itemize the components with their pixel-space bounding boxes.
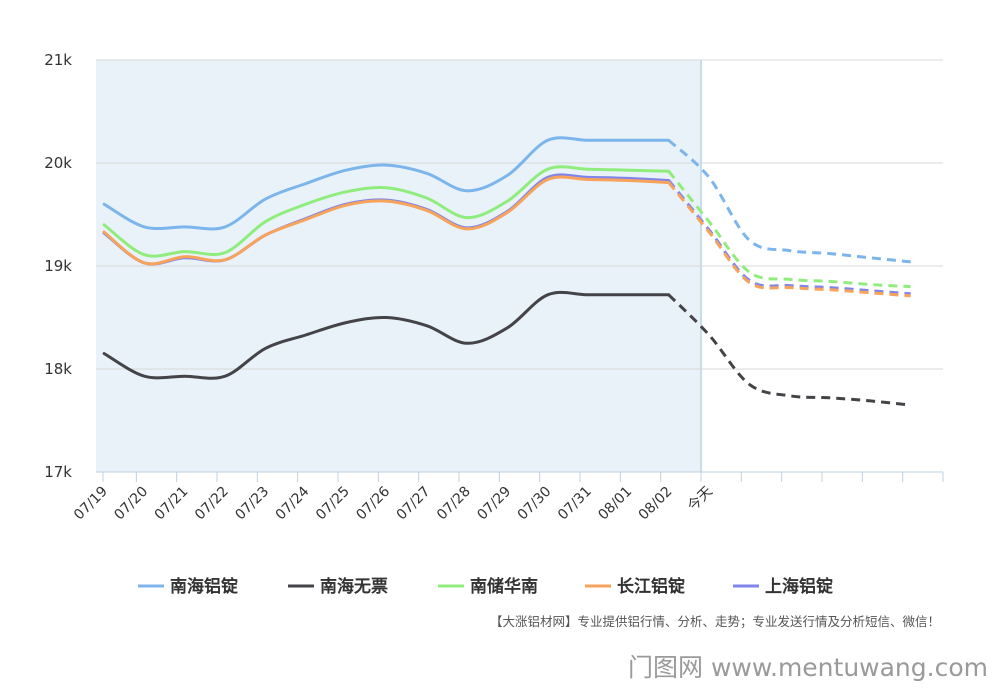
y-tick-label: 18k (44, 360, 72, 378)
series-line-forecast (667, 179, 911, 296)
y-axis: 17k 18k 19k 20k 21k (44, 51, 72, 481)
x-tick-label: 08/01 (595, 484, 635, 524)
series-line (102, 165, 671, 258)
x-tick-label: 07/20 (111, 484, 151, 524)
series-line (102, 136, 671, 231)
series-line-forecast (667, 170, 911, 289)
legend-label: 上海铝锭 (765, 576, 833, 597)
legend-label: 长江铝锭 (617, 576, 685, 597)
y-tick-label: 17k (44, 463, 72, 481)
x-tick-label: 07/27 (394, 484, 434, 524)
x-tick-label: 今天 (685, 484, 716, 515)
x-tick-label: 07/30 (515, 484, 555, 524)
series-line-forecast (667, 293, 911, 407)
legend: 南海铝锭 南海无票 南储华南 长江铝锭 上海铝锭 (138, 576, 833, 597)
series-line-forecast (667, 139, 911, 264)
series-line (102, 290, 671, 380)
site-watermark: 门图网 www.mentuwang.com (628, 653, 988, 682)
x-tick-label: 07/31 (555, 484, 595, 524)
x-tick-label: 07/22 (192, 484, 232, 524)
legend-label: 南海无票 (320, 576, 388, 597)
x-tick-label: 08/02 (636, 484, 676, 524)
series-line (102, 175, 671, 266)
legend-label: 南储华南 (470, 576, 538, 597)
x-tick-label: 07/28 (434, 484, 474, 524)
y-tick-label: 20k (44, 154, 72, 172)
x-tick-label: 07/19 (71, 484, 111, 524)
x-tick-label: 07/26 (353, 483, 393, 523)
x-tick-label: 07/25 (313, 484, 353, 524)
series-line-forecast (667, 181, 911, 298)
x-tick-label: 07/29 (474, 484, 514, 524)
legend-label: 南海铝锭 (170, 576, 238, 597)
series-lines (102, 136, 911, 407)
x-tick-label: 07/24 (273, 483, 313, 523)
footnote: 【大涨铝材网】专业提供铝行情、分析、走势；专业发送行情及分析短信、微信！ (489, 614, 940, 629)
y-tick-label: 21k (44, 51, 72, 69)
x-axis: 07/19 07/20 07/21 07/22 07/23 07/24 07/25 07/26… (71, 472, 944, 524)
y-tick-label: 19k (44, 257, 72, 275)
x-tick-label: 07/21 (152, 484, 192, 524)
x-tick-label: 07/23 (232, 484, 272, 524)
